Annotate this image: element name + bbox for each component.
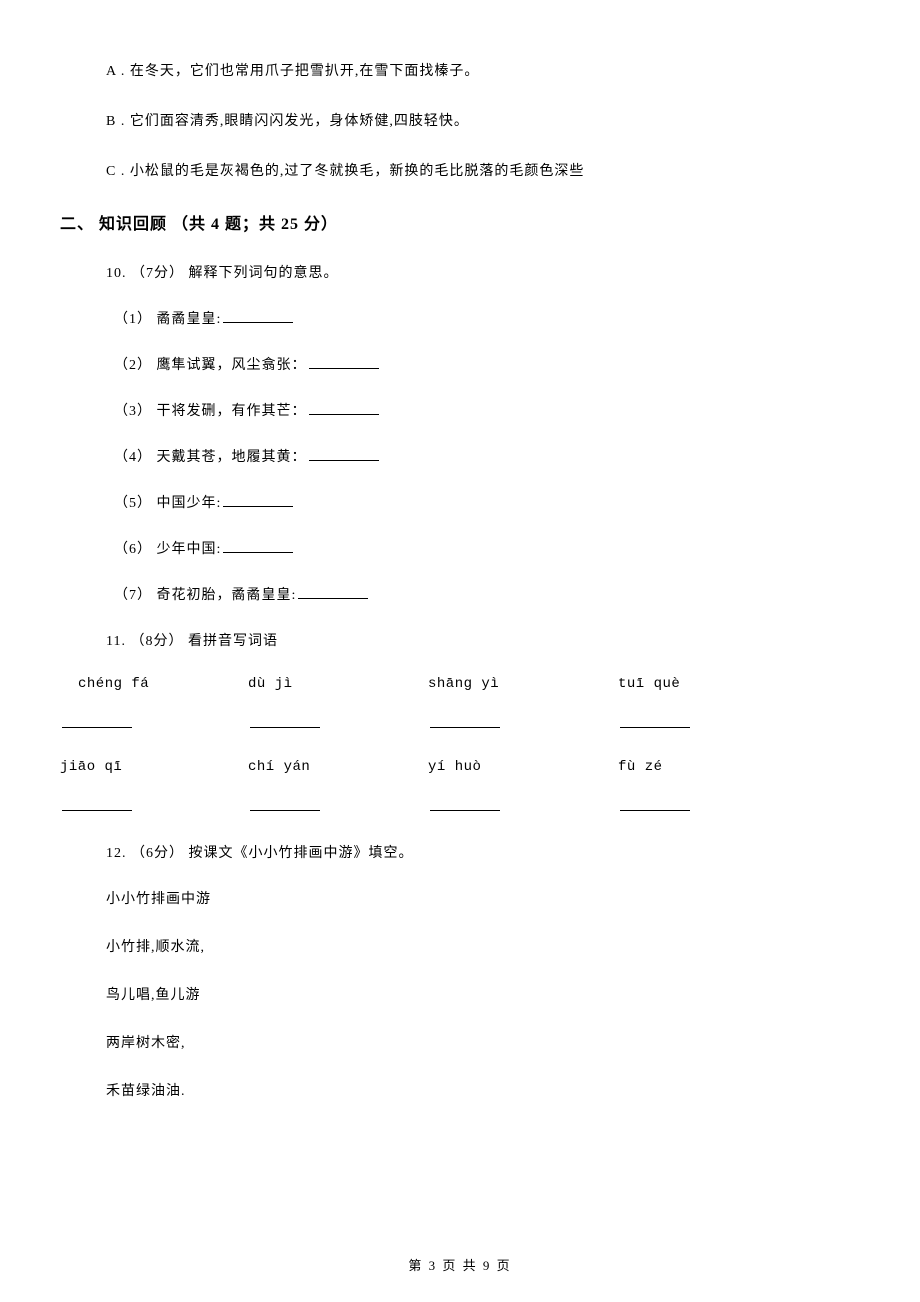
q10-item-1-text: （1） 矞矞皇皇: <box>114 312 221 327</box>
option-b: B . 它们面容清秀,眼睛闪闪发光，身体矫健,四肢轻快。 <box>60 110 860 130</box>
poem-line-3: 鸟儿唱,鱼儿游 <box>60 984 860 1004</box>
q10-item-1: （1） 矞矞皇皇: <box>60 308 860 328</box>
pinyin-cell: chéng fá <box>78 676 248 692</box>
pinyin-row-2: jiāo qī chí yán yí huò fù zé <box>60 759 860 775</box>
section-2-header: 二、 知识回顾 （共 4 题；共 25 分） <box>60 210 860 234</box>
q10-item-4-text: （4） 天戴其苍，地履其黄： <box>114 450 307 465</box>
q10-item-7-text: （7） 奇花初胎，矞矞皇皇: <box>114 588 296 603</box>
blank-cell <box>248 714 428 733</box>
fill-blank[interactable] <box>620 797 690 811</box>
q10-item-4: （4） 天戴其苍，地履其黄： <box>60 446 860 466</box>
page-footer: 第 3 页 共 9 页 <box>0 1255 920 1274</box>
q10-item-6: （6） 少年中国: <box>60 538 860 558</box>
blank-cell <box>428 714 618 733</box>
fill-blank[interactable] <box>430 714 500 728</box>
fill-blank[interactable] <box>223 309 293 323</box>
blank-cell <box>248 797 428 816</box>
q10-item-2-text: （2） 鹰隼试翼，风尘翕张： <box>114 358 307 373</box>
option-c: C . 小松鼠的毛是灰褐色的,过了冬就换毛，新换的毛比脱落的毛颜色深些 <box>60 160 860 180</box>
blank-row-1 <box>60 714 860 733</box>
fill-blank[interactable] <box>62 797 132 811</box>
pinyin-row-1: chéng fá dù jì shāng yì tuī què <box>60 676 860 692</box>
q10-item-3: （3） 干将发硎，有作其芒： <box>60 400 860 420</box>
option-a: A . 在冬天，它们也常用爪子把雪扒开,在雪下面找榛子。 <box>60 60 860 80</box>
q10-item-7: （7） 奇花初胎，矞矞皇皇: <box>60 584 860 604</box>
fill-blank[interactable] <box>309 447 379 461</box>
fill-blank[interactable] <box>250 714 320 728</box>
question-12-header: 12. （6分） 按课文《小小竹排画中游》填空。 <box>60 842 860 862</box>
blank-cell <box>428 797 618 816</box>
question-11-header: 11. （8分） 看拼音写词语 <box>60 630 860 650</box>
pinyin-cell: tuī què <box>618 676 778 692</box>
q10-item-5: （5） 中国少年: <box>60 492 860 512</box>
q10-item-6-text: （6） 少年中国: <box>114 542 221 557</box>
blank-row-2 <box>60 797 860 816</box>
blank-cell <box>60 714 248 733</box>
fill-blank[interactable] <box>309 401 379 415</box>
fill-blank[interactable] <box>223 493 293 507</box>
question-10-header: 10. （7分） 解释下列词句的意思。 <box>60 262 860 282</box>
q10-item-3-text: （3） 干将发硎，有作其芒： <box>114 404 307 419</box>
fill-blank[interactable] <box>250 797 320 811</box>
pinyin-cell: yí huò <box>428 759 618 775</box>
pinyin-cell: chí yán <box>248 759 428 775</box>
blank-cell <box>618 797 778 816</box>
fill-blank[interactable] <box>620 714 690 728</box>
poem-line-2: 小竹排,顺水流, <box>60 936 860 956</box>
poem-line-1: 小小竹排画中游 <box>60 888 860 908</box>
q10-item-2: （2） 鹰隼试翼，风尘翕张： <box>60 354 860 374</box>
pinyin-cell: shāng yì <box>428 676 618 692</box>
blank-cell <box>60 797 248 816</box>
blank-cell <box>618 714 778 733</box>
pinyin-cell: jiāo qī <box>60 759 248 775</box>
fill-blank[interactable] <box>430 797 500 811</box>
pinyin-cell: dù jì <box>248 676 428 692</box>
fill-blank[interactable] <box>298 585 368 599</box>
q10-item-5-text: （5） 中国少年: <box>114 496 221 511</box>
fill-blank[interactable] <box>62 714 132 728</box>
fill-blank[interactable] <box>309 355 379 369</box>
poem-line-5: 禾苗绿油油. <box>60 1080 860 1100</box>
fill-blank[interactable] <box>223 539 293 553</box>
poem-line-4: 两岸树木密, <box>60 1032 860 1052</box>
pinyin-cell: fù zé <box>618 759 778 775</box>
